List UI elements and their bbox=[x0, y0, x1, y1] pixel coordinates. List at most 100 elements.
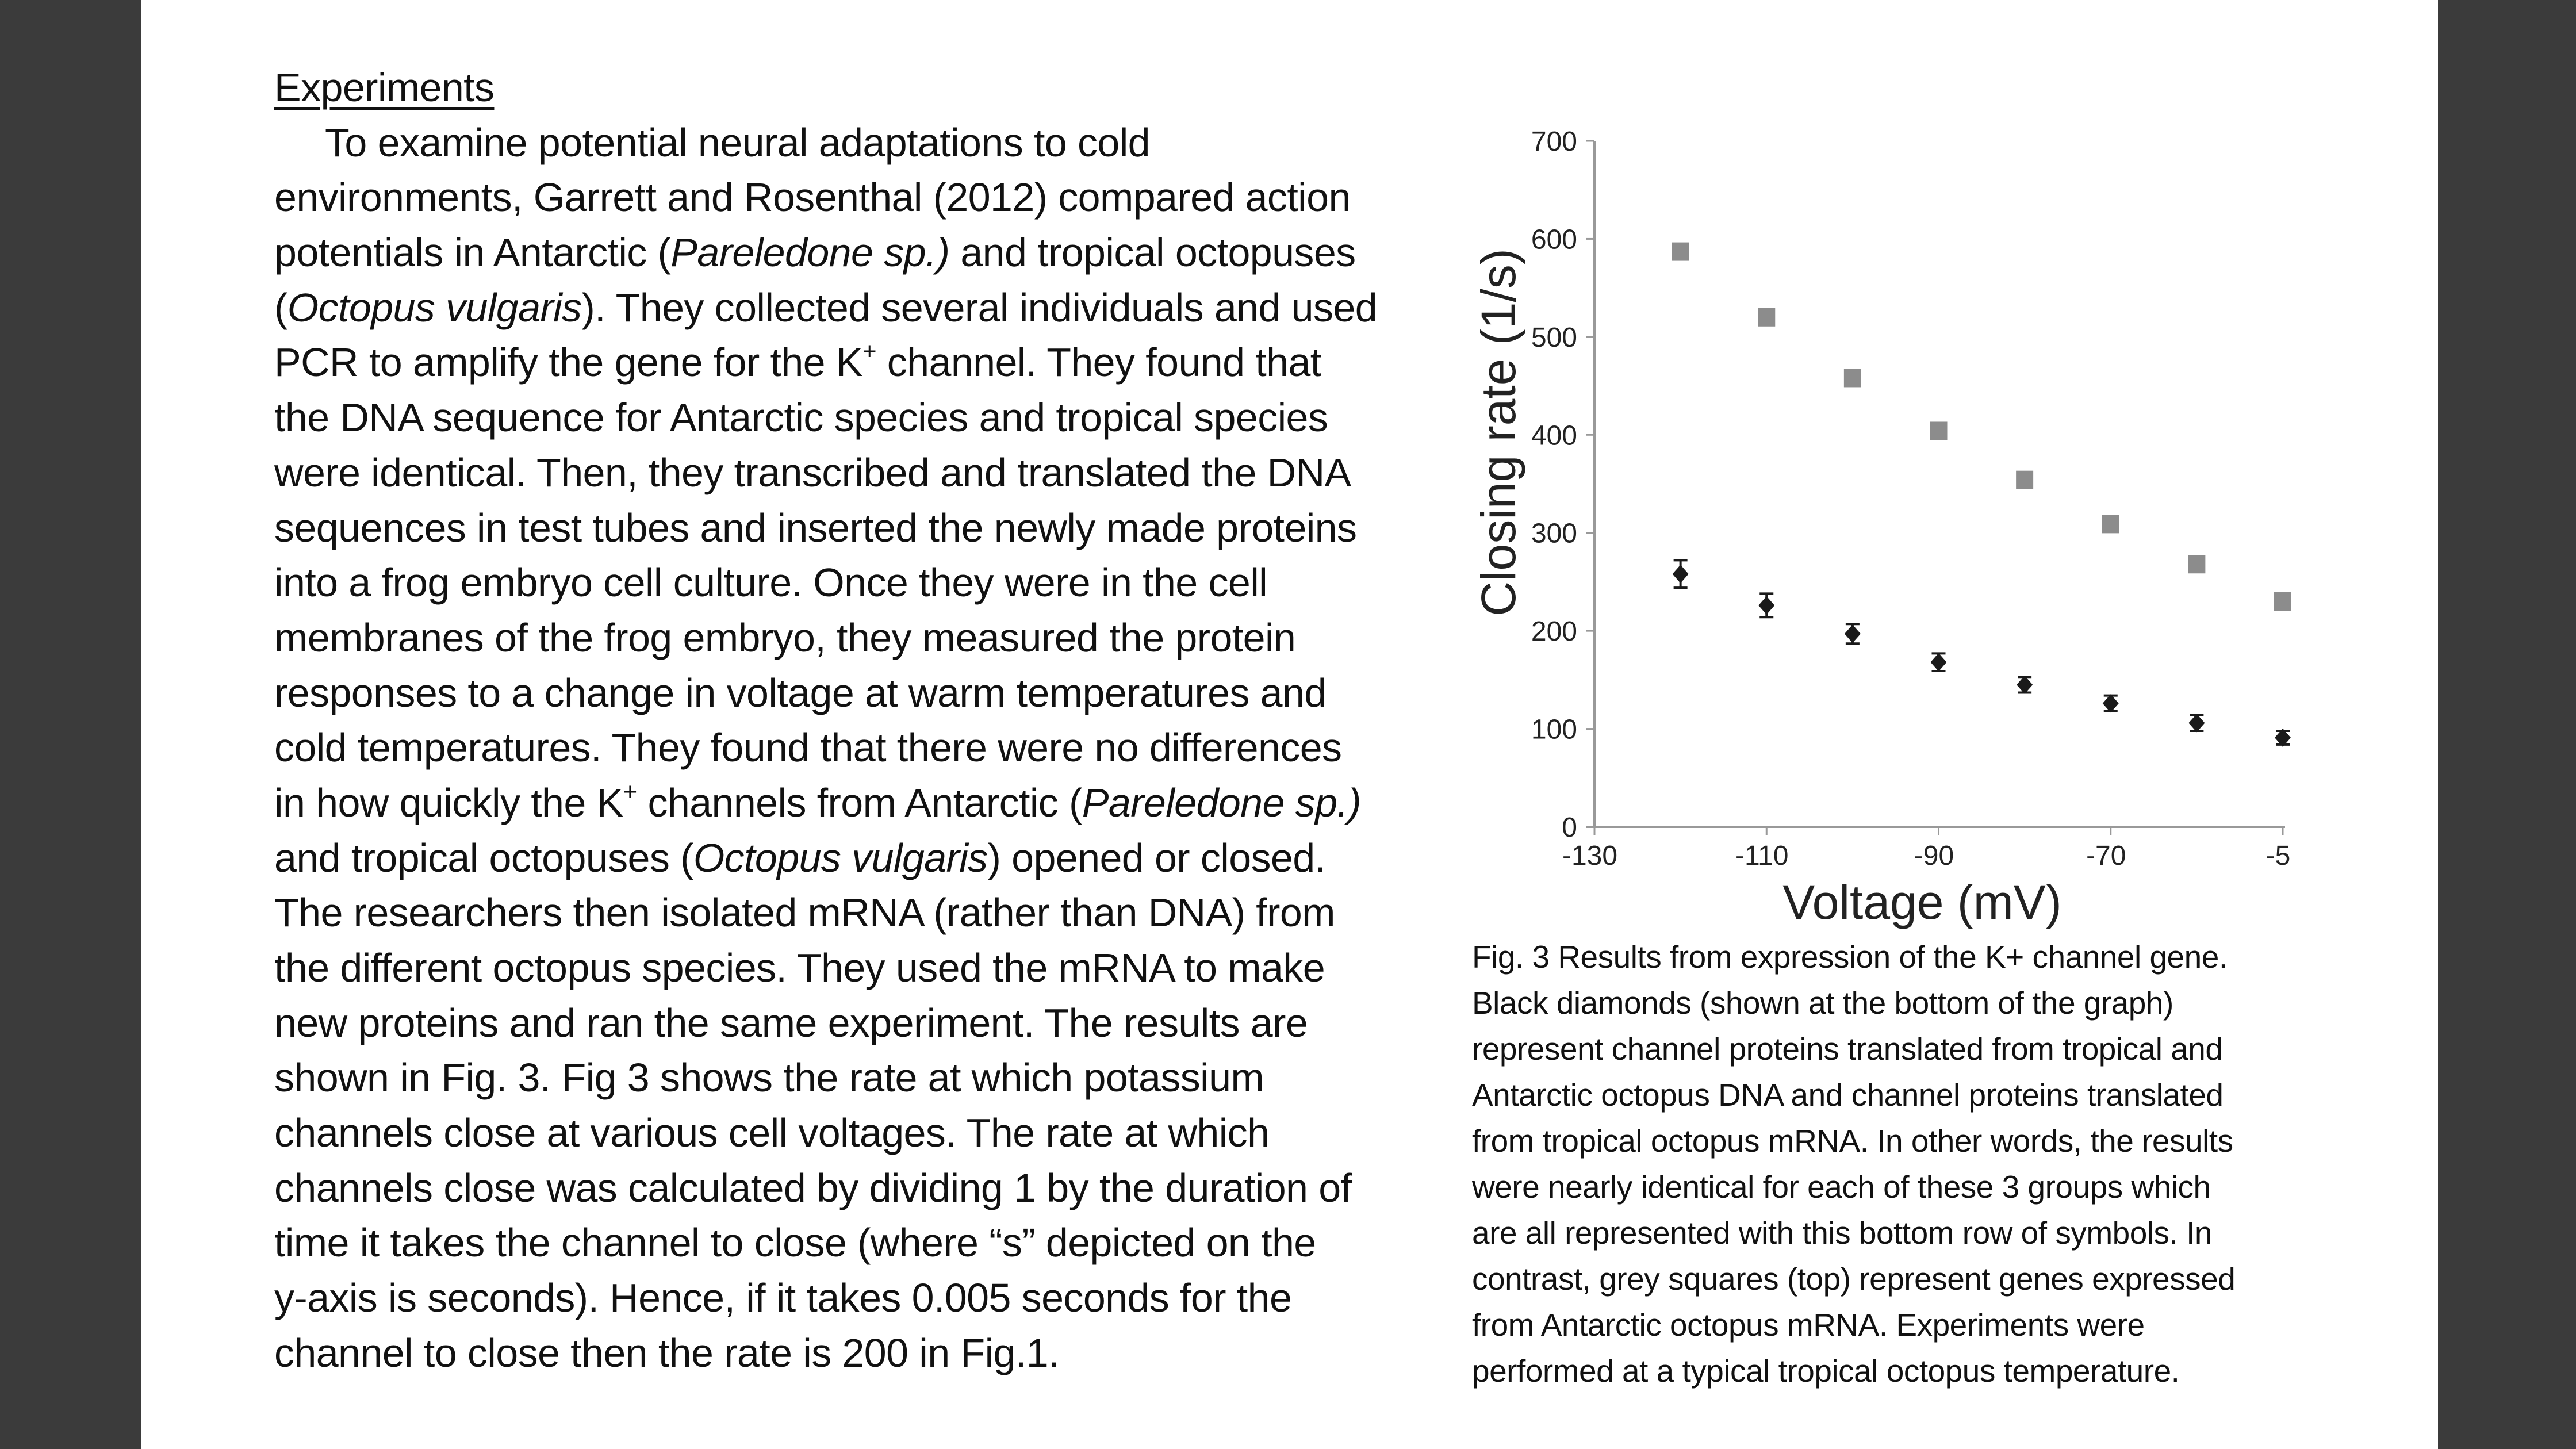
diamond-marker bbox=[2102, 694, 2119, 713]
y-tick-label: 700 bbox=[1531, 126, 1577, 157]
square-marker bbox=[2016, 470, 2034, 489]
y-tick-label: 300 bbox=[1531, 519, 1577, 549]
caption-line: Fig. 3 Results from expression of the K+… bbox=[1472, 939, 2228, 975]
text-line: in how quickly the K+ channels from Anta… bbox=[274, 776, 1362, 831]
text-line: sequences in test tubes and inserted the… bbox=[274, 501, 1357, 556]
y-tick-label: 400 bbox=[1531, 420, 1577, 451]
x-tick-label: -5 bbox=[2266, 841, 2291, 871]
diamond-marker bbox=[2017, 675, 2033, 694]
text-line: PCR to amplify the gene for the K+ chann… bbox=[274, 335, 1321, 390]
italic-text: Pareledone sp.) bbox=[1082, 780, 1362, 825]
text-span: PCR to amplify the gene for the K bbox=[274, 340, 863, 385]
superscript: + bbox=[862, 338, 877, 365]
y-tick-label: 600 bbox=[1531, 224, 1577, 255]
paragraph: To examine potential neural adaptations … bbox=[274, 116, 1419, 1381]
square-marker bbox=[1672, 242, 1689, 261]
text-line: responses to a change in voltage at warm… bbox=[274, 666, 1327, 721]
text-span: the different octopus species. They used… bbox=[274, 945, 1325, 990]
x-axis-label: Voltage (mV) bbox=[1782, 875, 2062, 929]
y-axis-label: Closing rate (1/s) bbox=[1471, 248, 1525, 616]
text-line: channels close at various cell voltages.… bbox=[274, 1106, 1270, 1161]
text-line: shown in Fig. 3. Fig 3 shows the rate at… bbox=[274, 1051, 1264, 1106]
text-span: responses to a change in voltage at warm… bbox=[274, 670, 1327, 715]
text-line: membranes of the frog embryo, they measu… bbox=[274, 611, 1296, 666]
caption-line: were nearly identical for each of these … bbox=[1472, 1169, 2211, 1205]
text-span: membranes of the frog embryo, they measu… bbox=[274, 615, 1296, 660]
caption-line: represent channel proteins translated fr… bbox=[1472, 1031, 2223, 1067]
text-line: channels close was calculated by dividin… bbox=[274, 1161, 1352, 1216]
diamond-marker bbox=[1844, 624, 1861, 643]
text-span: channels close was calculated by dividin… bbox=[274, 1165, 1352, 1210]
caption-line: performed at a typical tropical octopus … bbox=[1472, 1353, 2180, 1389]
section-heading: Experiments bbox=[274, 65, 494, 110]
square-marker bbox=[2188, 555, 2206, 574]
text-span: channels close at various cell voltages.… bbox=[274, 1110, 1270, 1156]
text-span: channel to close then the rate is 200 in… bbox=[274, 1330, 1060, 1375]
x-tick-label: -90 bbox=[1914, 841, 1954, 871]
text-line: channel to close then the rate is 200 in… bbox=[274, 1326, 1060, 1381]
text-span: potentials in Antarctic ( bbox=[274, 230, 671, 275]
text-line: (Octopus vulgaris). They collected sever… bbox=[274, 281, 1378, 336]
y-tick-label: 0 bbox=[1562, 812, 1577, 843]
text-line: the different octopus species. They used… bbox=[274, 941, 1325, 996]
text-line: the DNA sequence for Antarctic species a… bbox=[274, 390, 1328, 446]
text-span: ) opened or closed. bbox=[987, 835, 1326, 880]
caption-line: contrast, grey squares (top) represent g… bbox=[1472, 1261, 2236, 1297]
y-tick-label: 200 bbox=[1531, 616, 1577, 647]
figure-caption: Fig. 3 Results from expression of the K+… bbox=[1472, 934, 2415, 1394]
text-span: cold temperatures. They found that there… bbox=[274, 725, 1342, 770]
text-line: y-axis is seconds). Hence, if it takes 0… bbox=[274, 1271, 1292, 1326]
text-span: and tropical octopuses bbox=[949, 230, 1356, 275]
text-span: in how quickly the K bbox=[274, 780, 623, 825]
text-span: shown in Fig. 3. Fig 3 shows the rate at… bbox=[274, 1055, 1264, 1101]
caption-line: Black diamonds (shown at the bottom of t… bbox=[1472, 985, 2174, 1021]
caption-line: are all represented with this bottom row… bbox=[1472, 1215, 2212, 1251]
italic-text: Octopus vulgaris bbox=[693, 835, 988, 880]
body-text: Experiments To examine potential neural … bbox=[274, 60, 1419, 1381]
x-tick-label: -70 bbox=[2086, 841, 2126, 871]
italic-text: Octopus vulgaris bbox=[287, 285, 582, 330]
text-span: y-axis is seconds). Hence, if it takes 0… bbox=[274, 1275, 1292, 1321]
y-tick-label: 500 bbox=[1531, 323, 1577, 353]
text-span: The researchers then isolated mRNA (rath… bbox=[274, 890, 1335, 936]
caption-line: from tropical octopus mRNA. In other wor… bbox=[1472, 1123, 2233, 1159]
text-span: and tropical octopuses ( bbox=[274, 835, 693, 880]
text-span: environments, Garrett and Rosenthal (201… bbox=[274, 175, 1351, 220]
text-span: channel. They found that bbox=[876, 340, 1321, 385]
text-line: To examine potential neural adaptations … bbox=[274, 116, 1151, 171]
caption-line: Antarctic octopus DNA and channel protei… bbox=[1472, 1077, 2224, 1113]
text-span: new proteins and ran the same experiment… bbox=[274, 1000, 1308, 1045]
text-line: into a frog embryo cell culture. Once th… bbox=[274, 555, 1268, 611]
diamond-marker bbox=[1930, 653, 1947, 672]
superscript: + bbox=[623, 777, 638, 805]
text-span: ). They collected several individuals an… bbox=[581, 285, 1378, 330]
text-span: time it takes the channel to close (wher… bbox=[274, 1220, 1316, 1266]
text-span: channels from Antarctic ( bbox=[637, 780, 1082, 825]
text-span: To examine potential neural adaptations … bbox=[325, 120, 1151, 165]
square-marker bbox=[1843, 369, 1861, 388]
text-line: time it takes the channel to close (wher… bbox=[274, 1216, 1316, 1271]
text-line: new proteins and ran the same experiment… bbox=[274, 996, 1308, 1051]
text-line: environments, Garrett and Rosenthal (201… bbox=[274, 170, 1351, 225]
document-page bbox=[141, 0, 2438, 1449]
diamond-marker bbox=[2188, 714, 2205, 733]
text-span: sequences in test tubes and inserted the… bbox=[274, 505, 1357, 550]
diamond-marker bbox=[2275, 728, 2291, 747]
diamond-marker bbox=[1672, 565, 1689, 584]
text-line: and tropical octopuses (Octopus vulgaris… bbox=[274, 831, 1326, 886]
diamond-marker bbox=[1758, 596, 1775, 615]
x-tick-label: -130 bbox=[1562, 841, 1617, 871]
square-marker bbox=[2102, 515, 2119, 534]
text-span: ( bbox=[274, 285, 288, 330]
square-marker bbox=[1758, 308, 1776, 327]
text-span: into a frog embryo cell culture. Once th… bbox=[274, 560, 1268, 605]
y-tick-label: 100 bbox=[1531, 715, 1577, 745]
text-line: were identical. Then, they transcribed a… bbox=[274, 446, 1351, 501]
italic-text: Pareledone sp.) bbox=[670, 230, 950, 275]
text-span: the DNA sequence for Antarctic species a… bbox=[274, 395, 1328, 440]
square-marker bbox=[2274, 592, 2291, 611]
x-tick-label: -110 bbox=[1735, 841, 1789, 871]
text-line: potentials in Antarctic (Pareledone sp.)… bbox=[274, 225, 1356, 281]
text-line: cold temperatures. They found that there… bbox=[274, 720, 1342, 776]
